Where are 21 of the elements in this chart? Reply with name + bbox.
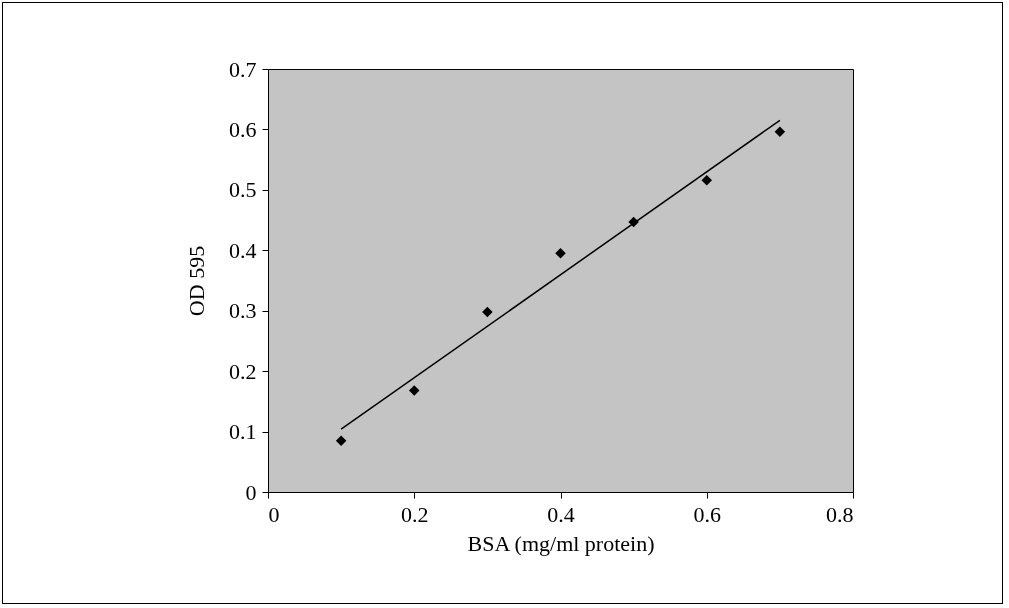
point: [482, 306, 493, 318]
point: [409, 385, 420, 396]
y-tick-label: 0: [245, 479, 257, 505]
x-axis-title: BSA (mg/ml protein): [467, 530, 655, 556]
y-tick-label: 0.1: [229, 419, 257, 445]
point: [335, 435, 347, 446]
point: [701, 174, 712, 186]
x-tick-label: 0.8: [826, 501, 854, 527]
y-tick-label: 0.6: [229, 116, 257, 142]
y-tick-label: 0.3: [229, 298, 257, 324]
point: [555, 248, 566, 259]
x-tick-label: 0: [268, 501, 280, 527]
y-axis-title: OD 595: [184, 245, 209, 317]
x-tick-label: 0.6: [693, 501, 721, 527]
y-tick-label: 0.5: [229, 177, 257, 203]
x-tick-label: 0.4: [547, 501, 575, 527]
point: [774, 126, 786, 138]
y-tick-label: 0.2: [229, 358, 257, 384]
x-tick-label: 0.2: [401, 501, 429, 527]
y-tick-label: 0.4: [229, 237, 257, 263]
y-tick-label: 0.7: [229, 56, 257, 82]
